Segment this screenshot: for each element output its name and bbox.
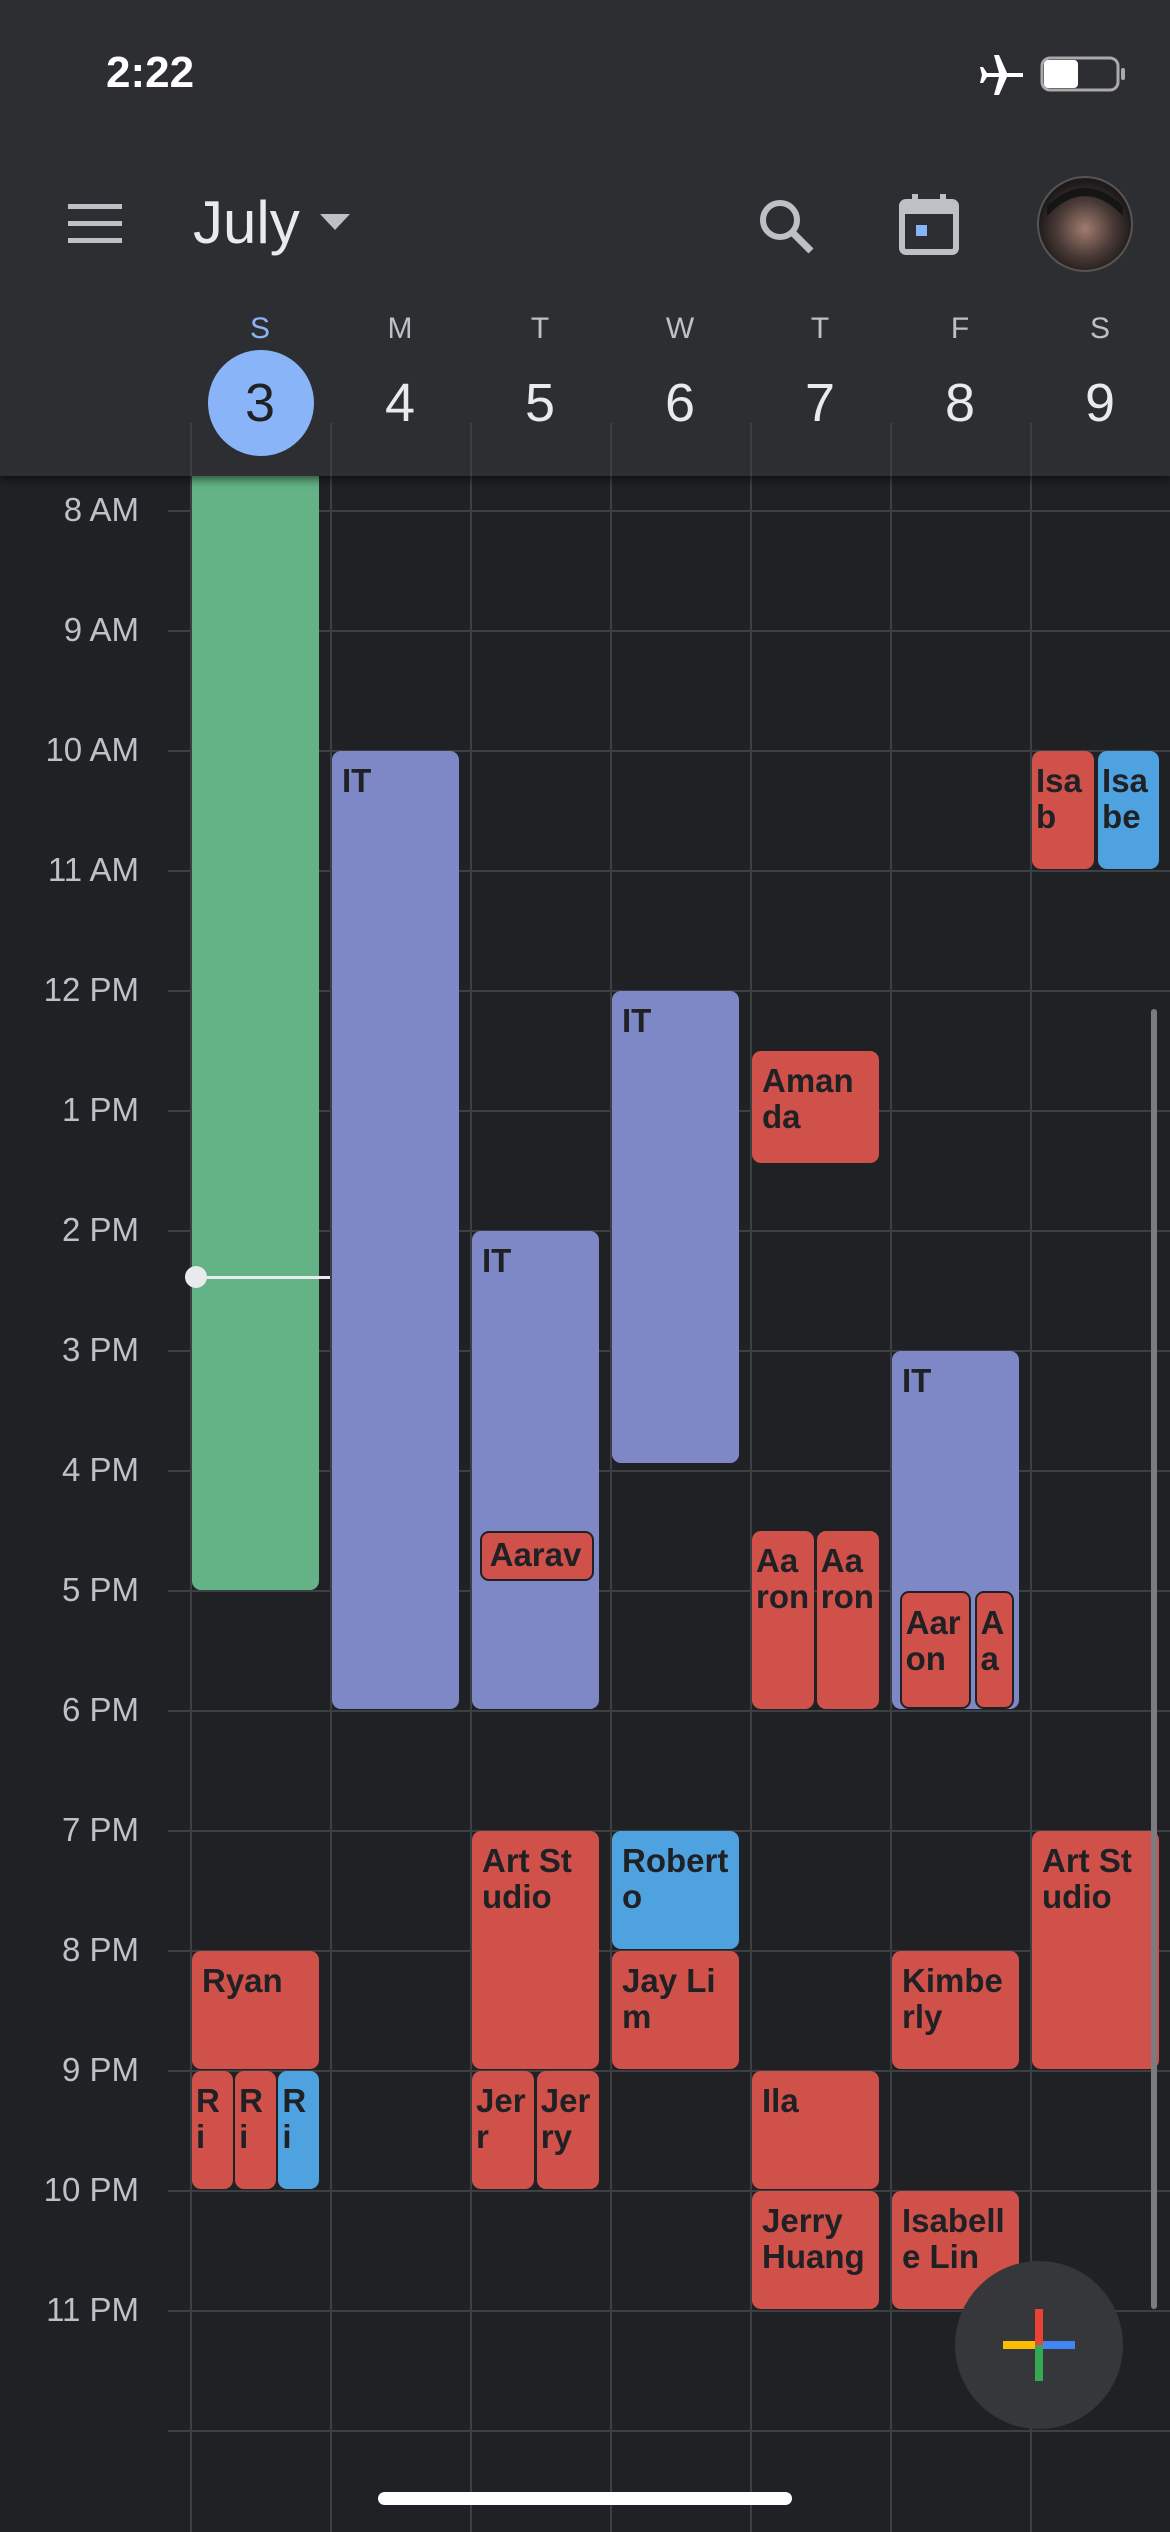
hour-label: 4 PM bbox=[61, 1451, 139, 1488]
event[interactable]: Aaron bbox=[752, 1531, 815, 1709]
column-line bbox=[190, 423, 192, 476]
day-number[interactable]: 9 bbox=[1084, 373, 1116, 433]
hour-line bbox=[168, 2070, 1170, 2072]
day-number[interactable]: 3 bbox=[244, 373, 276, 433]
event[interactable]: Aaron bbox=[816, 1531, 879, 1709]
column-line bbox=[890, 476, 892, 2532]
event[interactable]: Isabe bbox=[1098, 751, 1159, 869]
hour-label: 7 PM bbox=[61, 1811, 139, 1848]
scrollbar bbox=[1151, 1009, 1157, 2309]
event[interactable]: Jerr bbox=[472, 2071, 535, 2189]
column-line bbox=[750, 423, 752, 476]
event[interactable]: Ryan bbox=[192, 1951, 319, 2069]
hour-label: 8 PM bbox=[61, 1931, 139, 1968]
hour-line bbox=[168, 510, 1170, 512]
event[interactable]: IT bbox=[472, 1231, 599, 1709]
event[interactable]: Ila bbox=[752, 2071, 879, 2189]
hour-label: 9 AM bbox=[63, 611, 139, 648]
day-letter: W bbox=[665, 312, 695, 345]
day-letter: S bbox=[1089, 312, 1110, 345]
hour-label: 5 PM bbox=[61, 1571, 139, 1608]
event[interactable]: Roberto bbox=[612, 1831, 739, 1949]
event[interactable]: Kimberly bbox=[892, 1951, 1019, 2069]
hour-label: 12 PM bbox=[43, 971, 139, 1008]
column-line bbox=[1030, 423, 1032, 476]
event[interactable]: Ri bbox=[278, 2071, 319, 2189]
status-icons bbox=[980, 55, 1125, 95]
hour-line bbox=[168, 2190, 1170, 2192]
column-line bbox=[750, 476, 752, 2532]
hour-line bbox=[168, 2310, 1170, 2312]
event[interactable]: Art Studio bbox=[1032, 1831, 1159, 2069]
day-number[interactable]: 7 bbox=[804, 373, 836, 433]
hour-line bbox=[168, 2430, 1170, 2432]
home-indicator bbox=[378, 2492, 792, 2505]
hour-label: 3 PM bbox=[61, 1331, 139, 1368]
day-letter: S bbox=[249, 312, 270, 345]
event[interactable]: Amanda bbox=[752, 1051, 879, 1163]
column-line bbox=[470, 423, 472, 476]
event[interactable]: Jerry bbox=[536, 2071, 599, 2189]
day-letter: T bbox=[810, 312, 830, 345]
hour-label: 10 AM bbox=[45, 731, 139, 768]
hour-line bbox=[168, 870, 1170, 872]
hour-label: 11 AM bbox=[47, 851, 139, 888]
event[interactable]: Isab bbox=[1032, 751, 1095, 869]
hour-line bbox=[168, 1710, 1170, 1712]
week-grid: 8 AM 9 AM 10 AM 11 AM 12 PM 1 PM 2 PM 3 PM 4 PM 5… bbox=[0, 476, 1170, 2532]
event[interactable]: Aa bbox=[974, 1591, 1014, 1709]
hour-label: 10 PM bbox=[43, 2171, 139, 2208]
event[interactable]: Aarav bbox=[479, 1531, 594, 1581]
event-block bbox=[192, 476, 319, 1590]
day-number[interactable]: 4 bbox=[384, 373, 416, 433]
column-line bbox=[890, 423, 892, 476]
column-line bbox=[190, 476, 192, 2532]
column-line bbox=[470, 476, 472, 2532]
column-line bbox=[330, 476, 332, 2532]
header: 2:22 July S 3 M 4 T 5 W 6 T 7 F 8 S 9 bbox=[0, 0, 1170, 476]
month-title[interactable]: July bbox=[193, 189, 300, 256]
hour-line bbox=[168, 1590, 1170, 1592]
search-button[interactable] bbox=[756, 196, 816, 256]
event[interactable]: Isabelle Lin bbox=[892, 2191, 1019, 2309]
hour-label: 11 PM bbox=[46, 2291, 139, 2328]
hour-line bbox=[168, 750, 1170, 752]
now-line bbox=[190, 1275, 330, 1279]
status-time: 2:22 bbox=[106, 48, 195, 97]
event[interactable]: Ri bbox=[235, 2071, 276, 2189]
day-letter: F bbox=[950, 312, 970, 345]
hour-label: 8 AM bbox=[63, 491, 139, 528]
day-number[interactable]: 8 bbox=[944, 373, 976, 433]
hour-line bbox=[168, 1470, 1170, 1472]
column-line bbox=[1030, 476, 1032, 2532]
day-letter: T bbox=[530, 312, 550, 345]
menu-button[interactable] bbox=[66, 200, 124, 248]
column-line bbox=[610, 476, 612, 2532]
event[interactable]: Jerry Huang bbox=[752, 2191, 879, 2309]
hour-line bbox=[168, 630, 1170, 632]
day-number[interactable]: 6 bbox=[664, 373, 696, 433]
create-button[interactable] bbox=[954, 2261, 1124, 2431]
event[interactable]: IT bbox=[332, 751, 459, 1709]
avatar[interactable] bbox=[1037, 176, 1133, 272]
today-circle bbox=[208, 350, 314, 456]
day-letter: M bbox=[387, 312, 413, 345]
today-button[interactable] bbox=[898, 192, 960, 256]
event[interactable]: IT bbox=[612, 991, 739, 1463]
event[interactable]: Jay Lim bbox=[612, 1951, 739, 2069]
column-line bbox=[610, 423, 612, 476]
now-dot bbox=[185, 1265, 207, 1288]
hour-label: 9 PM bbox=[61, 2051, 139, 2088]
hour-label: 2 PM bbox=[61, 1211, 139, 1248]
column-line bbox=[330, 423, 332, 476]
day-number[interactable]: 5 bbox=[524, 373, 556, 433]
hour-label: 6 PM bbox=[61, 1691, 139, 1728]
month-dropdown[interactable] bbox=[318, 212, 352, 232]
hour-label: 1 PM bbox=[61, 1091, 139, 1128]
event[interactable]: Art Studio bbox=[472, 1831, 599, 2069]
event[interactable]: Aaron bbox=[899, 1591, 971, 1709]
event[interactable]: Ri bbox=[192, 2071, 233, 2189]
